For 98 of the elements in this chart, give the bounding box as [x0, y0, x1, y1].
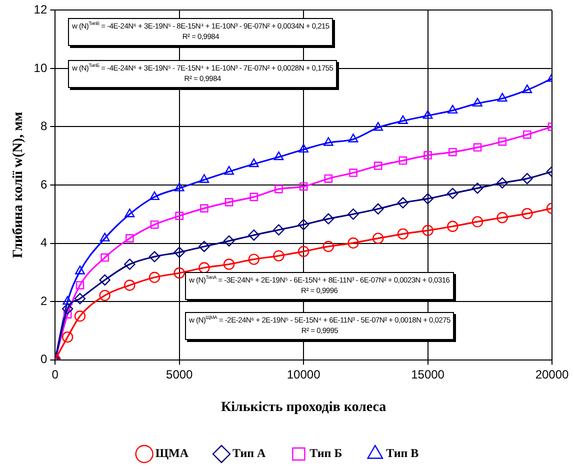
point	[148, 251, 160, 262]
y-tick-label: 0	[40, 352, 48, 366]
point	[522, 84, 532, 94]
point	[348, 134, 358, 142]
point	[199, 174, 210, 183]
point	[150, 191, 160, 200]
point	[448, 148, 457, 156]
legend-label: Тип В	[386, 446, 419, 460]
point	[322, 240, 334, 252]
point	[99, 274, 110, 286]
point	[372, 203, 384, 214]
point	[174, 267, 185, 279]
point	[100, 232, 110, 242]
point	[274, 184, 283, 194]
point	[424, 151, 432, 160]
point	[422, 193, 434, 204]
point	[273, 224, 284, 236]
point	[373, 122, 384, 131]
y-tick-label: 2	[40, 294, 48, 308]
point	[273, 250, 284, 262]
point	[472, 182, 484, 194]
point	[99, 290, 110, 302]
point	[62, 331, 74, 343]
point	[126, 234, 134, 242]
point	[124, 208, 135, 218]
point	[522, 208, 533, 220]
x-tick-label: 15000	[411, 367, 445, 382]
point	[250, 192, 258, 202]
point	[473, 143, 482, 152]
y-tick-label: 4	[40, 236, 48, 250]
point	[248, 158, 259, 168]
legend-label: Тип А	[232, 446, 266, 460]
point	[298, 219, 310, 230]
y-tick-label: 10	[34, 60, 48, 75]
point	[397, 228, 409, 240]
point	[299, 182, 308, 191]
point	[398, 115, 408, 124]
point	[198, 262, 210, 274]
point	[322, 213, 334, 224]
point	[323, 137, 334, 146]
y-tick-label: 6	[40, 177, 48, 192]
point	[472, 98, 482, 107]
point	[175, 212, 184, 220]
point	[248, 254, 260, 265]
y-tick-label: 8	[40, 119, 48, 134]
point	[398, 156, 408, 165]
x-tick-label: 10000	[286, 367, 321, 382]
point	[496, 177, 508, 189]
point	[472, 216, 484, 228]
point	[374, 162, 382, 170]
point	[198, 240, 210, 252]
point	[224, 198, 234, 206]
point	[422, 110, 433, 119]
point	[447, 188, 458, 200]
point	[422, 224, 434, 236]
point	[348, 237, 359, 249]
point	[62, 296, 72, 305]
point	[150, 220, 159, 229]
point	[62, 303, 74, 314]
point	[148, 272, 160, 283]
point	[75, 266, 85, 274]
point	[200, 204, 208, 212]
point	[523, 130, 532, 139]
x-tick-label: 5000	[166, 367, 194, 382]
point	[348, 208, 359, 220]
point	[447, 220, 458, 232]
point	[397, 197, 409, 208]
legend-label: ЩМА	[155, 446, 189, 460]
point	[349, 168, 358, 177]
point	[298, 246, 310, 258]
point	[324, 174, 333, 183]
x-tick-label: 0	[52, 367, 59, 382]
point	[124, 258, 136, 270]
point	[274, 151, 284, 160]
y-tick-label: 12	[34, 2, 48, 17]
point	[522, 172, 533, 184]
point	[100, 253, 109, 262]
legend-label: Тип Б	[310, 446, 342, 460]
point	[223, 235, 235, 247]
point	[496, 212, 508, 224]
point	[498, 137, 506, 146]
point	[372, 232, 384, 244]
point	[74, 310, 86, 322]
x-axis-title: Кількість проходів колеса	[220, 400, 386, 416]
point	[76, 281, 84, 290]
y-axis-title: Глибина колії w(N), мм	[11, 111, 26, 258]
point	[448, 104, 458, 114]
point	[74, 293, 86, 304]
point	[298, 144, 309, 153]
point	[248, 230, 260, 241]
point	[63, 310, 72, 318]
point	[174, 246, 185, 258]
point	[224, 166, 234, 175]
point	[223, 258, 235, 270]
point	[497, 92, 508, 102]
point	[124, 280, 136, 291]
point	[174, 182, 184, 192]
x-tick-label: 20000	[535, 367, 570, 382]
